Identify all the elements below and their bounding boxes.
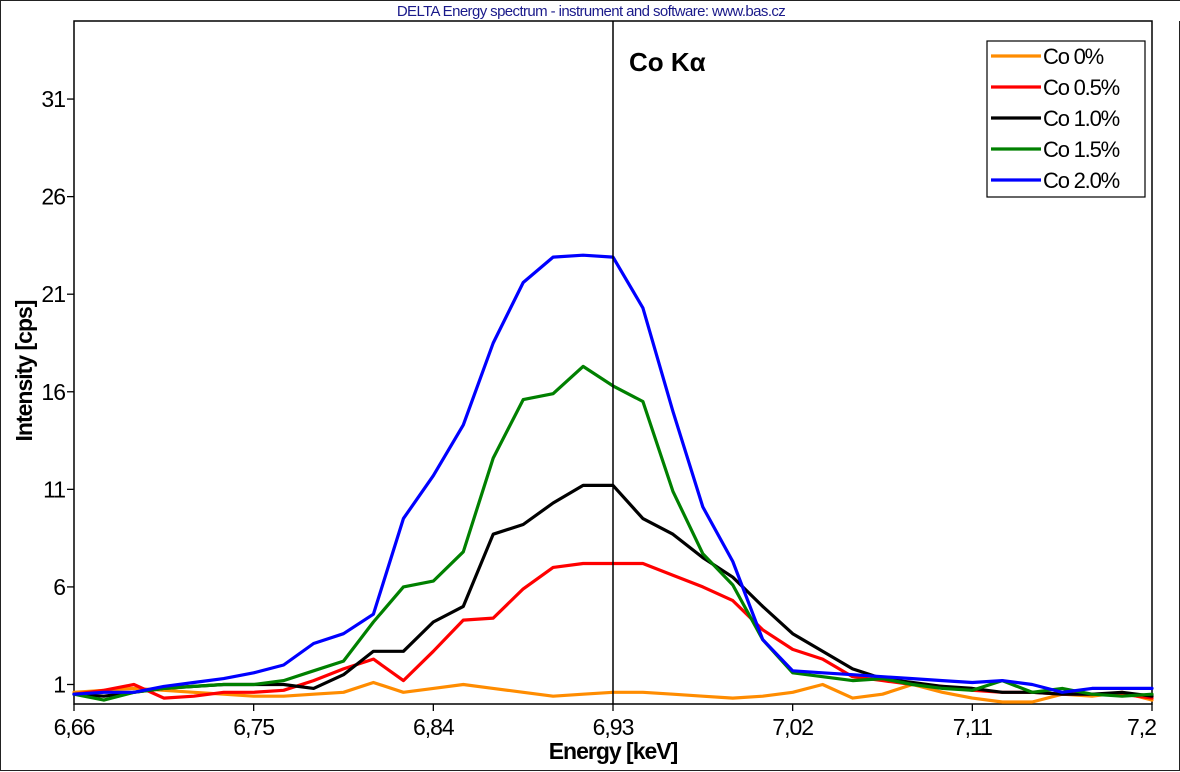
- y-tick-label: 26: [41, 184, 65, 210]
- legend: Co 0% Co 0.5% Co 1.0% Co 1.5% Co 2.0%: [986, 40, 1146, 198]
- title-bar: [1, 1, 1180, 21]
- x-tick-label: 7,2: [1127, 714, 1156, 740]
- x-tick-label: 7,02: [772, 714, 813, 740]
- x-axis-label: Energy [keV]: [549, 738, 678, 764]
- legend-label: Co 0%: [1043, 44, 1104, 69]
- x-axis: 6,66 6,75 6,84 6,93 7,02 7,11 7,2: [54, 704, 1157, 740]
- y-tick-label: 16: [41, 379, 65, 405]
- x-tick-label: 6,66: [54, 714, 95, 740]
- legend-label: Co 1.5%: [1043, 137, 1120, 162]
- co-kalpha-annotation: Co Kα: [629, 47, 706, 77]
- y-tick-label: 31: [41, 86, 65, 112]
- x-tick-label: 7,11: [953, 714, 992, 740]
- x-tick-label: 6,75: [233, 714, 274, 740]
- legend-label: Co 1.0%: [1043, 106, 1120, 131]
- y-tick-label: 21: [41, 281, 65, 307]
- y-tick-label: 6: [53, 574, 65, 600]
- chart-title: DELTA Energy spectrum - instrument and s…: [397, 3, 785, 20]
- x-tick-label: 6,84: [413, 714, 455, 740]
- legend-label: Co 2.0%: [1043, 168, 1120, 193]
- legend-label: Co 0.5%: [1043, 75, 1120, 100]
- y-tick-label: 1: [53, 671, 65, 697]
- x-tick-label: 6,93: [593, 714, 634, 740]
- y-axis-label: Intensity [cps]: [11, 300, 37, 441]
- y-tick-label: 11: [43, 476, 65, 502]
